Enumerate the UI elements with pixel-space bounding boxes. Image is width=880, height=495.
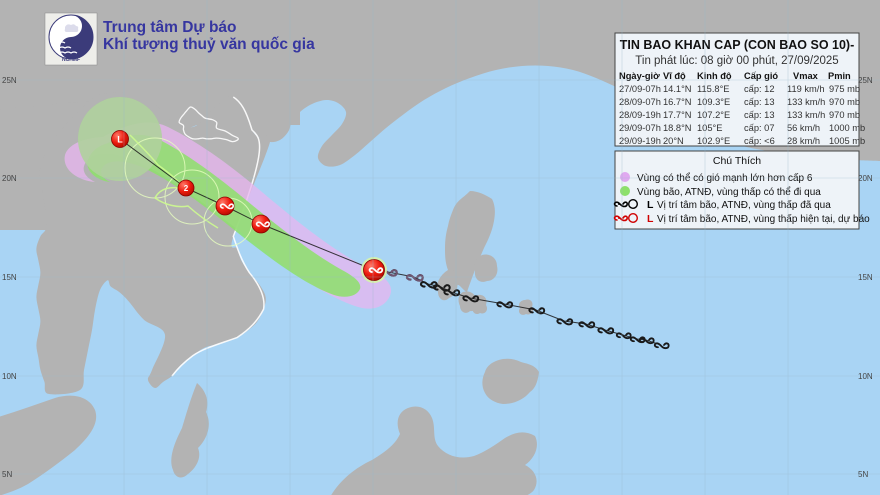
svg-text:Cấp gió: Cấp gió [744, 71, 778, 81]
svg-text:cấp: 12: cấp: 12 [744, 84, 775, 94]
svg-text:cấp: 13: cấp: 13 [744, 97, 775, 107]
svg-text:cấp: 13: cấp: 13 [744, 110, 775, 120]
svg-text:119 km/h: 119 km/h [787, 84, 825, 94]
svg-text:18.8°N: 18.8°N [663, 123, 692, 133]
svg-text:20N: 20N [858, 174, 873, 183]
svg-text:15N: 15N [2, 273, 17, 282]
svg-text:Vị trí tâm bão, ATNĐ, vùng thấ: Vị trí tâm bão, ATNĐ, vùng thấp hiện tại… [657, 213, 870, 225]
svg-text:L: L [647, 213, 654, 225]
svg-text:cấp: 07: cấp: 07 [744, 123, 775, 133]
svg-text:10N: 10N [2, 372, 17, 381]
svg-text:cấp: <6: cấp: <6 [744, 136, 775, 146]
svg-text:14.1°N: 14.1°N [663, 84, 692, 94]
svg-text:Ngày-giờ: Ngày-giờ [619, 71, 660, 81]
svg-text:17.7°N: 17.7°N [663, 110, 692, 120]
svg-text:NCHMF: NCHMF [62, 57, 80, 63]
svg-text:Vị trí tâm bão, ATNĐ, vùng thấ: Vị trí tâm bão, ATNĐ, vùng thấp đã qua [657, 199, 831, 211]
svg-text:16.7°N: 16.7°N [663, 97, 692, 107]
svg-text:27/09-07h: 27/09-07h [619, 84, 661, 94]
svg-text:20N: 20N [2, 174, 17, 183]
svg-text:2: 2 [184, 184, 189, 193]
svg-text:29/09-19h: 29/09-19h [619, 136, 661, 146]
svg-text:25N: 25N [2, 76, 17, 85]
svg-text:1000 mb: 1000 mb [829, 123, 865, 133]
svg-text:15N: 15N [858, 273, 873, 282]
svg-text:970 mb: 970 mb [829, 110, 860, 120]
svg-text:1005 mb: 1005 mb [829, 136, 865, 146]
svg-text:Vmax: Vmax [793, 71, 819, 81]
svg-text:25N: 25N [858, 76, 873, 85]
svg-text:Chú Thích: Chú Thích [713, 155, 761, 167]
svg-text:5N: 5N [2, 470, 12, 479]
svg-text:TIN BAO KHAN CAP (CON BAO SO 1: TIN BAO KHAN CAP (CON BAO SO 10)- [620, 38, 855, 52]
svg-text:Trung tâm Dự báo: Trung tâm Dự báo [103, 19, 237, 36]
svg-text:29/09-07h: 29/09-07h [619, 123, 661, 133]
svg-text:133 km/h: 133 km/h [787, 97, 825, 107]
svg-text:Pmin: Pmin [828, 71, 851, 81]
svg-text:102.9°E: 102.9°E [697, 136, 730, 146]
svg-text:28 km/h: 28 km/h [787, 136, 820, 146]
svg-text:5N: 5N [858, 470, 868, 479]
svg-text:28/09-07h: 28/09-07h [619, 97, 661, 107]
svg-text:Khí tượng thuỷ văn quốc gia: Khí tượng thuỷ văn quốc gia [103, 36, 315, 53]
svg-text:133 km/h: 133 km/h [787, 110, 825, 120]
svg-text:28/09-19h: 28/09-19h [619, 110, 661, 120]
svg-text:115.8°E: 115.8°E [697, 84, 730, 94]
svg-text:970 mb: 970 mb [829, 97, 860, 107]
svg-text:Vĩ độ: Vĩ độ [663, 71, 686, 81]
svg-text:Tin phát lúc: 08 giờ 00 phút,: Tin phát lúc: 08 giờ 00 phút, 27/09/2025 [635, 55, 838, 67]
svg-text:56 km/h: 56 km/h [787, 123, 820, 133]
svg-text:975 mb: 975 mb [829, 84, 860, 94]
svg-text:109.3°E: 109.3°E [697, 97, 730, 107]
svg-text:107.2°E: 107.2°E [697, 110, 730, 120]
svg-text:105°E: 105°E [697, 123, 722, 133]
svg-text:10N: 10N [858, 372, 873, 381]
svg-text:Vùng bão, ATNĐ, vùng thấp có t: Vùng bão, ATNĐ, vùng thấp có thể đi qua [637, 186, 821, 198]
svg-text:Kinh độ: Kinh độ [697, 71, 732, 81]
svg-text:L: L [647, 199, 654, 211]
svg-text:L: L [117, 134, 123, 144]
svg-text:20°N: 20°N [663, 136, 684, 146]
